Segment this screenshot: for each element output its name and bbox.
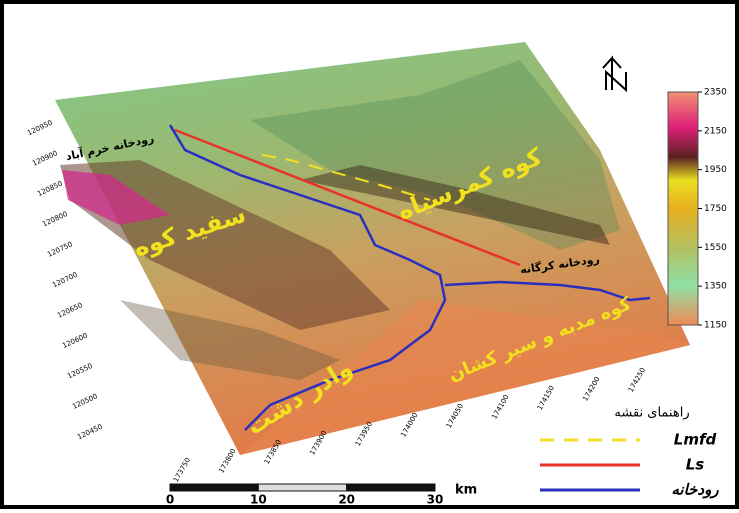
colorbar [667,91,699,326]
northing-label: 120900 [31,149,59,168]
easting-label: 174200 [581,375,601,402]
scale-unit: km [455,483,477,498]
colorbar-label: 2350 [704,88,727,98]
northing-label: 120950 [26,119,54,138]
northing-label: 120600 [61,332,89,351]
northing-label: 120550 [66,362,94,381]
easting-label: 174250 [627,366,647,393]
easting-label: 173750 [172,456,192,483]
north-arrow [602,55,627,93]
colorbar-label: 1150 [704,321,727,331]
colorbar-label: 1750 [704,204,727,214]
easting-label: 174150 [536,384,556,411]
colorbar-label: 1350 [704,282,727,292]
northing-label: 120650 [56,301,84,320]
northing-label: 120450 [76,423,104,442]
scale-label: 0 [166,493,174,507]
easting-label: 174050 [445,402,465,429]
legend-label: Ls [686,456,705,474]
scale-label: 10 [250,493,267,507]
northing-label: 120750 [46,240,74,259]
northing-label: 120700 [51,271,79,290]
scale-segment [169,483,259,492]
terrain [55,42,690,455]
scale-label: 20 [338,493,355,507]
scale-segment [346,483,436,492]
scale-label: 30 [427,493,444,507]
northing-label: 120800 [41,210,69,229]
legend-label: رودخانه [671,481,719,499]
easting-label: 174000 [399,411,419,438]
colorbar-label: 1550 [704,243,727,253]
legend-title: راهنمای نقشه [614,406,689,421]
northing-label: 120500 [71,392,99,411]
easting-label: 173800 [217,447,237,474]
colorbar-label: 2150 [704,126,727,136]
colorbar-label: 1950 [704,165,727,175]
northing-label: 120850 [36,180,64,199]
legend-label: Lmfd [674,431,717,449]
scale-segment [257,483,348,492]
easting-label: 174100 [490,393,510,420]
